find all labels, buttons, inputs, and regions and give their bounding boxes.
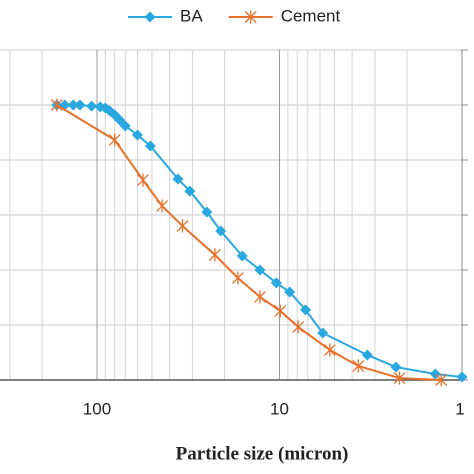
legend-label: Cement	[281, 6, 341, 25]
asterisk-marker	[208, 248, 221, 262]
asterisk-marker	[323, 343, 336, 357]
x-tick-label: 1	[455, 399, 464, 418]
diamond-marker	[201, 206, 213, 218]
diamond-marker	[254, 264, 266, 276]
diamond-marker	[284, 286, 296, 298]
series	[51, 99, 468, 383]
asterisk-marker	[136, 173, 149, 187]
diamond-marker	[390, 361, 402, 373]
x-axis-label: Particle size (micron)	[176, 443, 349, 464]
diamond-marker	[86, 100, 98, 112]
diamond-marker	[456, 371, 468, 383]
asterisk-marker	[231, 271, 244, 285]
asterisk-marker	[176, 219, 189, 233]
diamond-marker	[270, 277, 282, 289]
asterisk-marker	[435, 373, 448, 387]
asterisk-marker	[274, 304, 287, 318]
diamond-marker	[144, 11, 156, 23]
legend-label: BA	[180, 6, 203, 25]
asterisk-marker	[244, 10, 257, 24]
diamond-marker	[236, 250, 248, 262]
asterisk-marker	[393, 371, 406, 385]
asterisk-marker	[50, 98, 63, 112]
series-line	[56, 104, 442, 381]
diamond-marker	[67, 99, 79, 111]
x-tick-label: 10	[270, 399, 289, 418]
diamond-marker	[361, 349, 373, 361]
asterisk-marker	[253, 290, 266, 304]
diamond-marker	[144, 140, 156, 152]
asterisk-marker	[352, 359, 365, 373]
x-tick-label: 100	[83, 399, 111, 418]
series	[50, 98, 448, 387]
asterisk-marker	[156, 199, 169, 213]
asterisk-marker	[108, 133, 121, 147]
diamond-marker	[114, 114, 126, 126]
diamond-marker	[74, 99, 86, 111]
diamond-marker	[300, 304, 312, 316]
diamond-marker	[184, 185, 196, 197]
diamond-marker	[215, 225, 227, 237]
diamond-marker	[131, 129, 143, 141]
diamond-marker	[172, 173, 184, 185]
diamond-marker	[119, 120, 131, 132]
asterisk-marker	[292, 320, 305, 334]
diamond-marker	[317, 327, 329, 339]
